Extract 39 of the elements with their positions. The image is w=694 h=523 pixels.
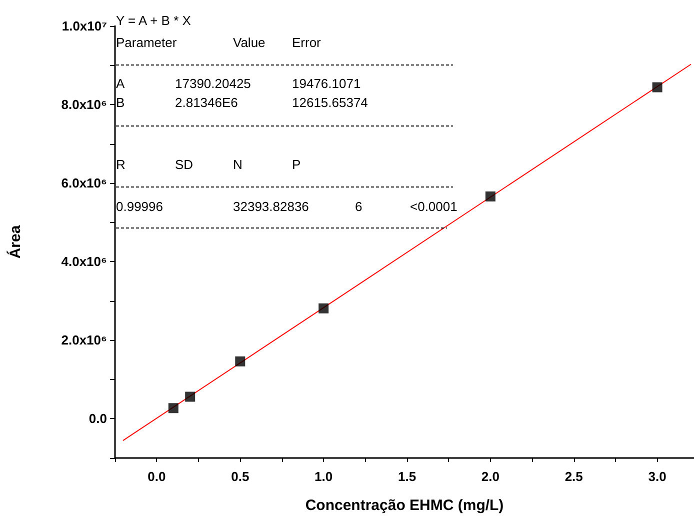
x-tick-label: 3.0: [648, 469, 666, 484]
annotation: Error: [292, 35, 322, 50]
point: [185, 392, 196, 402]
y-tick-label: 6.0x10⁶: [61, 176, 108, 191]
annotation: B: [116, 95, 125, 110]
annotation: P: [292, 157, 301, 172]
x-tick-label: 0.0: [148, 469, 166, 484]
point: [652, 82, 662, 92]
x-tick-label: 2.0: [481, 469, 500, 484]
annotation: N: [233, 157, 242, 172]
annotation: 12615.65374: [292, 95, 368, 110]
annotation: A: [116, 76, 125, 91]
x-tick-label: 2.5: [564, 469, 583, 484]
annotation: SD: [175, 157, 194, 172]
y-axis-title: Área: [6, 224, 24, 259]
y-tick-label: 0.0: [88, 411, 107, 426]
y-tick-label: 4.0x10⁶: [61, 254, 108, 270]
y-tick-label: 1.0x10⁷: [62, 18, 107, 34]
point: [235, 356, 246, 366]
x-axis-title: Concentração EHMC (mg/L): [305, 497, 504, 514]
x-tick-label: 0.5: [231, 469, 250, 484]
annotation: Value: [233, 35, 266, 50]
annotation: <0.0001: [410, 199, 458, 214]
annotation: 6: [355, 199, 362, 214]
annotation: 32393.82836: [233, 199, 309, 214]
y-tick-label: 2.0x10⁶: [61, 332, 108, 348]
point: [318, 303, 329, 314]
annotation: Parameter: [116, 35, 178, 50]
annotation: 2.81346E6: [175, 95, 238, 110]
y-tick-label: 8.0x10⁶: [61, 97, 108, 112]
annotation: 0.99996: [116, 199, 163, 214]
point: [168, 403, 178, 414]
point: [485, 191, 496, 202]
x-tick-label: 1.0: [314, 469, 333, 484]
annotation: 17390.20425: [175, 76, 251, 91]
annotation: R: [116, 157, 126, 172]
x-tick-label: 1.5: [398, 469, 416, 484]
annotation: 19476.1071: [292, 76, 361, 91]
annotation: Y = A + B * X: [116, 13, 192, 28]
